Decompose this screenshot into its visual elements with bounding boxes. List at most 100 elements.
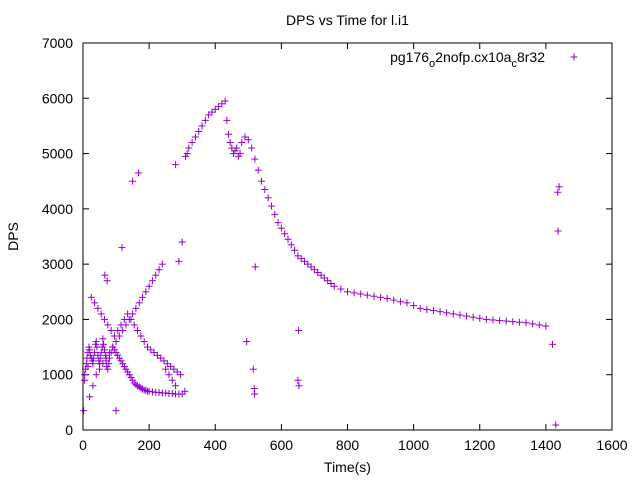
- data-point: [97, 310, 105, 318]
- x-tick-label: 1600: [596, 437, 627, 453]
- data-point: [294, 376, 302, 384]
- data-point: [226, 139, 234, 147]
- data-point: [100, 346, 108, 354]
- data-points: [80, 97, 563, 429]
- data-point: [443, 309, 451, 317]
- data-point: [96, 365, 104, 373]
- y-tick-label: 2000: [42, 311, 73, 327]
- data-point: [251, 390, 259, 398]
- chart-title: DPS vs Time for l.i1: [286, 12, 409, 28]
- legend: pg176o2nofp.cx10ac8r32: [390, 49, 578, 70]
- data-point: [248, 144, 256, 152]
- data-point: [152, 271, 160, 279]
- data-point: [172, 382, 180, 390]
- data-point: [139, 293, 147, 301]
- data-point: [104, 321, 112, 329]
- data-point: [137, 332, 145, 340]
- data-point: [476, 314, 484, 322]
- y-tick-label: 7000: [42, 35, 73, 51]
- data-point: [291, 246, 299, 254]
- x-tick-label: 1200: [464, 437, 495, 453]
- data-point: [423, 305, 431, 313]
- data-point: [482, 315, 490, 323]
- data-point: [236, 150, 244, 158]
- data-point: [469, 313, 477, 321]
- data-point: [101, 271, 109, 279]
- x-tick-label: 200: [137, 437, 161, 453]
- data-point: [357, 290, 365, 298]
- data-point: [165, 371, 173, 379]
- data-point: [416, 304, 424, 312]
- data-point: [112, 338, 120, 346]
- data-point: [172, 161, 180, 169]
- data-point: [410, 302, 418, 310]
- data-point: [185, 144, 193, 152]
- data-point: [238, 139, 246, 147]
- data-point: [181, 387, 189, 395]
- data-point: [295, 382, 303, 390]
- data-point: [168, 376, 176, 384]
- y-tick-label: 1000: [42, 367, 73, 383]
- data-point: [148, 277, 156, 285]
- data-point: [145, 387, 153, 395]
- data-point: [175, 257, 183, 265]
- data-point: [350, 289, 358, 297]
- data-point: [92, 338, 100, 346]
- legend-label-mid: 2nofp.cx10a: [435, 49, 511, 65]
- data-point: [224, 130, 232, 138]
- data-point: [119, 326, 127, 334]
- data-point: [522, 319, 530, 327]
- data-point: [99, 340, 107, 348]
- data-point: [383, 294, 391, 302]
- data-point: [244, 136, 252, 144]
- data-point: [130, 321, 138, 329]
- data-point: [89, 360, 97, 368]
- data-point: [90, 354, 98, 362]
- data-point: [99, 360, 107, 368]
- data-point: [109, 343, 117, 351]
- data-point: [223, 116, 231, 124]
- data-point: [463, 312, 471, 320]
- data-point: [115, 332, 123, 340]
- data-point: [535, 321, 543, 329]
- data-point: [449, 310, 457, 318]
- data-point: [168, 390, 176, 398]
- data-point: [129, 310, 137, 318]
- data-point: [267, 202, 275, 210]
- data-point: [92, 371, 100, 379]
- x-tick-label: 600: [270, 437, 294, 453]
- data-point: [129, 177, 137, 185]
- data-point: [89, 382, 97, 390]
- data-point: [198, 122, 206, 130]
- x-axis-label: Time(s): [324, 459, 371, 475]
- data-point: [258, 177, 266, 185]
- data-point: [502, 317, 510, 325]
- data-point: [86, 393, 94, 401]
- data-point: [145, 282, 153, 290]
- data-point: [287, 241, 295, 249]
- data-point: [139, 385, 147, 393]
- data-point: [155, 266, 163, 274]
- data-point: [436, 308, 444, 316]
- data-point: [142, 386, 150, 394]
- data-point: [201, 116, 209, 124]
- data-point: [249, 365, 257, 373]
- data-point: [105, 360, 113, 368]
- data-point: [162, 365, 170, 373]
- data-point: [105, 349, 113, 357]
- data-point: [140, 338, 148, 346]
- data-point: [94, 304, 102, 312]
- data-point: [489, 316, 497, 324]
- x-tick-label: 0: [79, 437, 87, 453]
- data-point: [554, 227, 562, 235]
- data-point: [135, 299, 143, 307]
- data-point: [91, 299, 99, 307]
- data-point: [177, 371, 185, 379]
- legend-label-base: pg176: [390, 49, 429, 65]
- plot-frame: [82, 42, 613, 431]
- x-tick-label: 800: [336, 437, 360, 453]
- data-point: [191, 133, 199, 141]
- data-point: [148, 388, 156, 396]
- data-point: [554, 188, 562, 196]
